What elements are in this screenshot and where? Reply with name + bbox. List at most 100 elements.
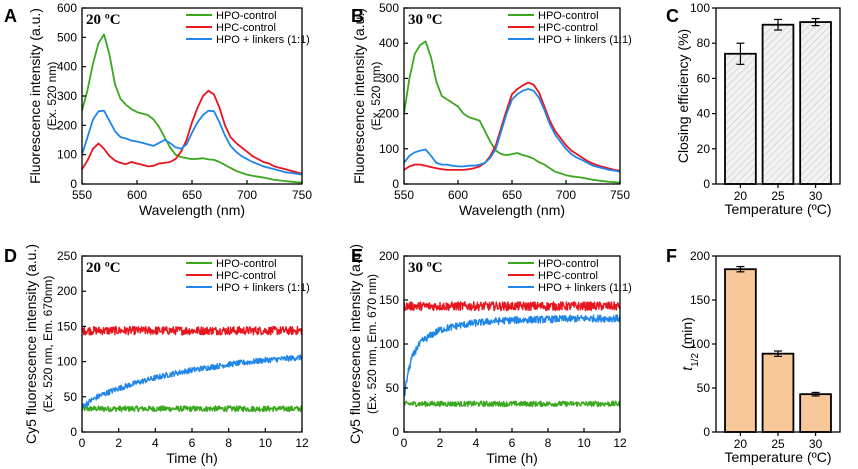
x-tick-label: 0	[401, 436, 408, 450]
x-tick-label: 550	[394, 188, 414, 202]
y-tick-label: 400	[379, 36, 399, 50]
x-tick-label: 600	[127, 188, 147, 202]
y-tick-label: 300	[379, 71, 399, 85]
x-tick-label: 8	[545, 436, 552, 450]
x-tick-label: 10	[577, 436, 591, 450]
y-tick-label: 50	[64, 390, 78, 404]
x-tick-label: 700	[237, 188, 257, 202]
legend-entry: HPC-control	[538, 270, 598, 282]
y-tick-label: 200	[690, 249, 710, 263]
x-tick-label: 30	[809, 437, 823, 451]
legend-entry: HPC-control	[216, 270, 276, 282]
x-tick-label: 700	[556, 188, 576, 202]
y-tick-label: 300	[57, 89, 77, 103]
series-line-blue	[81, 354, 303, 409]
bar-30	[799, 393, 832, 433]
x-tick-label: 25	[771, 437, 785, 451]
series-line-red	[81, 325, 303, 336]
series-line-blue	[403, 88, 621, 173]
x-tick-label: 4	[473, 436, 480, 450]
x-tick-label: 20	[734, 437, 748, 451]
panel-letter: F	[666, 246, 677, 266]
y-tick-label: 0	[70, 425, 77, 439]
y-tick-label: 0	[703, 425, 710, 439]
y-tick-label: 100	[690, 1, 710, 15]
x-tick-label: 550	[72, 188, 92, 202]
y-tick-label: 80	[697, 36, 711, 50]
y-tick-label: 50	[386, 381, 400, 395]
y-tick-label: 200	[379, 249, 399, 263]
bar-20	[724, 268, 757, 433]
series-line-green	[403, 40, 621, 184]
y-tick-label: 100	[379, 142, 399, 156]
series-line-red	[403, 81, 621, 172]
panel-E: 0 2 4 6 8 10 12 0 50 100 150 200 Time (h) Cy5 fluores…	[347, 244, 632, 466]
legend-entry: HPO-control	[216, 10, 277, 22]
panel-letter: A	[4, 6, 17, 26]
y-axis-label: Cy5 fluorescence intensity (a.u.)	[347, 244, 363, 444]
y-tick-label: 150	[379, 293, 399, 307]
panel-F: 20 25 30 0 50 100 150 200 Temperature (ºC) t1/2 (…	[666, 246, 841, 465]
y-tick-label: 0	[392, 425, 399, 439]
x-tick-label: 600	[448, 188, 468, 202]
y-tick-label: 0	[703, 177, 710, 191]
panel-B: 550 600 650 700 750 0 100 200 300 400 500 Wavelengt…	[351, 1, 632, 218]
y-axis-label: Fluorescence intensity (a.u.)	[27, 8, 43, 184]
series-line-green	[81, 33, 303, 184]
y-axis-sublabel: (Ex. 520 nm, Em. 670nm)	[41, 276, 55, 413]
y-tick-label: 100	[379, 337, 399, 351]
y-tick-label: 50	[697, 381, 711, 395]
y-tick-label: 200	[57, 118, 77, 132]
y-label-symbol: t	[679, 366, 695, 371]
y-tick-label: 100	[57, 355, 77, 369]
bar-30	[799, 21, 832, 185]
bar-20	[724, 52, 757, 185]
y-tick-label: 100	[690, 337, 710, 351]
legend-entry: HPO + linkers (1:1)	[216, 282, 310, 294]
y-tick-label: 600	[57, 1, 77, 15]
y-axis-sublabel: (Ex. 520 nm)	[45, 62, 59, 131]
x-tick-label: 750	[610, 188, 630, 202]
x-axis-label: Wavelength (nm)	[459, 202, 565, 218]
y-tick-label: 500	[379, 1, 399, 15]
y-tick-label: 40	[697, 107, 711, 121]
x-axis-label: Wavelength (nm)	[139, 202, 245, 218]
x-tick-label: 2	[437, 436, 444, 450]
panel-letter: C	[666, 6, 679, 26]
y-axis-sublabel: (Ex. 520 nm, Em. 670 nm)	[365, 274, 379, 414]
y-tick-label: 20	[697, 142, 711, 156]
y-tick-label: 150	[690, 293, 710, 307]
x-tick-label: 10	[259, 436, 273, 450]
panel-title: 30 ºC	[408, 260, 443, 276]
panel-D: 0 2 4 6 8 10 12 0 50 100 150 200 250 Time (h) Cy5 fluo…	[4, 244, 310, 466]
x-tick-label: 12	[295, 436, 309, 450]
x-tick-label: 650	[182, 188, 202, 202]
legend-entry: HPO + linkers (1:1)	[538, 34, 632, 46]
y-axis-label: Closing efficiency (%)	[675, 29, 691, 163]
y-axis-sublabel: (Ex. 520 nm)	[369, 62, 383, 131]
panel-letter: E	[351, 246, 363, 266]
x-tick-label: 12	[613, 436, 627, 450]
panel-C: 20 25 30 0 20 40 60 80 100 Temperature (ºC) Closin…	[666, 1, 841, 217]
y-tick-label: 100	[57, 148, 77, 162]
y-axis-label: t1/2 (min)	[679, 317, 701, 371]
x-axis-label: Time (h)	[166, 450, 218, 466]
x-axis-label: Time (h)	[486, 450, 538, 466]
x-axis-label: Temperature (ºC)	[724, 201, 831, 217]
x-tick-label: 2	[115, 436, 122, 450]
series-line-green	[81, 405, 303, 413]
series-line-red	[81, 89, 303, 175]
x-tick-label: 8	[225, 436, 232, 450]
x-tick-label: 20	[734, 189, 748, 203]
y-tick-label: 500	[57, 30, 77, 44]
panel-title: 20 ºC	[86, 12, 121, 28]
series-line-blue	[81, 109, 303, 176]
panel-title: 20 ºC	[86, 260, 121, 276]
x-tick-label: 6	[189, 436, 196, 450]
bar-25	[761, 23, 795, 185]
y-tick-label: 200	[379, 107, 399, 121]
legend-entry: HPO + linkers (1:1)	[216, 34, 310, 46]
axis-frame	[715, 7, 841, 185]
y-tick-label: 0	[392, 177, 399, 191]
